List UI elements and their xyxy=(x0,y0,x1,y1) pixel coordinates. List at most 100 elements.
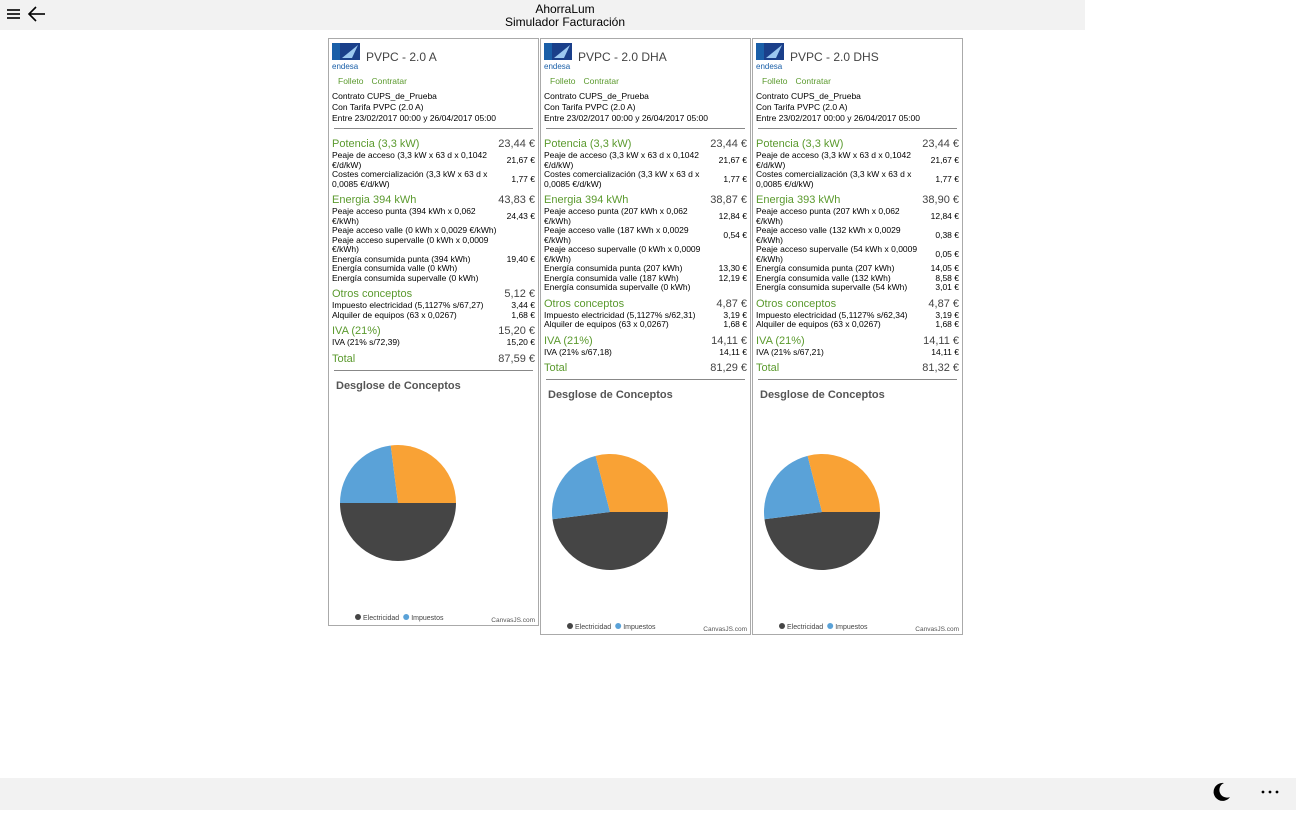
item-label: Costes comercialización (3,3 kW x 63 d x… xyxy=(332,169,488,189)
section-amount: 4,87 € xyxy=(928,297,959,310)
chart-credit: CanvasJS.com xyxy=(915,626,959,633)
item-amount: 14,11 € xyxy=(719,346,747,357)
item-amount: 19,40 € xyxy=(506,253,535,264)
item-amount: 1,77 € xyxy=(511,173,535,184)
link[interactable]: Contratar xyxy=(795,76,831,86)
logo-ray xyxy=(554,45,570,58)
logo-e xyxy=(544,43,552,60)
line-item: Impuesto electricidad (5,1127% s/62,31) 3… xyxy=(544,309,747,321)
line-item: Costes comercialización (3,3 kW x 63 d x… xyxy=(756,169,959,189)
line-item: IVA (21% s/67,21) 14,11 € xyxy=(756,347,959,358)
item-amount: 14,05 € xyxy=(930,263,959,273)
total-label: Total xyxy=(544,362,568,374)
section: IVA (21%) 15,20 € IVA (21% s/72,39) 15,20 € xyxy=(332,324,535,348)
section-header: Energia 394 kWh 43,83 € xyxy=(332,193,535,207)
line-item: Peaje acceso punta (207 kWh x 0,062 €/kW… xyxy=(544,206,747,226)
total-label: Total xyxy=(756,362,780,374)
item-amount: 1,77 € xyxy=(723,173,747,184)
nav-icons[interactable] xyxy=(0,0,50,30)
section-amount: 23,44 € xyxy=(498,138,535,150)
total: Total 81,29 € xyxy=(544,361,747,375)
section: Otros conceptos 4,87 € Impuesto electricid… xyxy=(756,297,959,330)
section-header: Energia 394 kWh 38,87 € xyxy=(544,193,747,207)
chart-title: Desglose de Conceptos xyxy=(336,380,461,392)
section-header: Potencia (3,3 kW) 23,44 € xyxy=(332,137,535,151)
section-header: IVA (21%) 15,20 € xyxy=(332,324,535,338)
line-item: Energía consumida valle (132 kWh) 8,58 € xyxy=(756,272,959,284)
app-bar xyxy=(0,778,1296,810)
cards: endesa PVPC - 2.0 A Folleto Contratar Contra… xyxy=(328,38,964,635)
section: IVA (21%) 14,11 € IVA (21% s/67,21) 14,11 € xyxy=(756,334,959,358)
link[interactable]: Contratar xyxy=(371,76,407,86)
chart-title: Desglose de Conceptos xyxy=(760,389,885,401)
logo-mark xyxy=(332,43,360,60)
card-header: endesa PVPC - 2.0 DHA xyxy=(544,42,747,72)
app-bar-icons[interactable] xyxy=(0,778,1296,810)
item-label: IVA (21% s/67,18) xyxy=(544,346,612,357)
legend-label: Impuestos xyxy=(411,615,444,622)
divider xyxy=(334,369,533,371)
item-label: Energía consumida valle (187 kWh) xyxy=(544,272,679,283)
item-amount: 3,01 € xyxy=(935,282,959,292)
link[interactable]: Folleto xyxy=(338,76,364,86)
contract-line: Con Tarifa PVPC (2.0 A) xyxy=(756,102,848,112)
links: Folleto Contratar xyxy=(338,74,535,88)
item-amount: 21,67 € xyxy=(718,154,747,165)
section-name: Potencia (3,3 kW) xyxy=(544,138,632,150)
item-amount: 1,77 € xyxy=(935,173,959,184)
section-header: Energia 393 kWh 38,90 € xyxy=(756,193,959,207)
pie-chart: Desglose de Conceptos Electricidad Impuest… xyxy=(336,380,535,624)
item-label: Alquiler de equipos (63 x 0,0267) xyxy=(544,319,669,329)
contract-line: Contrato CUPS_de_Prueba xyxy=(332,91,437,101)
line-item: Alquiler de equipos (63 x 0,0267) 1,68 € xyxy=(544,319,747,330)
item-amount: 15,20 € xyxy=(506,337,535,347)
item-label: Energía consumida punta (207 kWh) xyxy=(756,263,895,273)
section-amount: 14,11 € xyxy=(711,334,747,347)
line-item: Costes comercialización (3,3 kW x 63 d x… xyxy=(544,169,747,189)
item-label: Peaje acceso valle (0 kWh x 0,0029 €/kWh… xyxy=(332,225,497,235)
item-label: Peaje de acceso (3,3 kW x 63 d x 0,1042 … xyxy=(332,150,487,170)
line-item: Energía consumida punta (207 kWh) 13,30 € xyxy=(544,263,747,274)
contract-line: Contrato CUPS_de_Prueba xyxy=(756,91,861,101)
line-item: Peaje acceso punta (207 kWh x 0,062 €/kW… xyxy=(756,206,959,226)
section-amount: 43,83 € xyxy=(498,194,535,206)
chart-title: Desglose de Conceptos xyxy=(548,389,673,401)
section-name: IVA (21%) xyxy=(756,334,805,347)
section: Energia 394 kWh 38,87 € Peaje acceso punta… xyxy=(544,193,747,293)
legend-marker xyxy=(403,613,410,620)
link[interactable]: Folleto xyxy=(762,76,788,86)
legend-marker xyxy=(779,623,785,629)
logo: endesa xyxy=(756,42,786,72)
item-label: Energía consumida supervalle (54 kWh) xyxy=(756,282,908,292)
item-amount: 3,44 € xyxy=(511,300,535,310)
item-amount: 1,68 € xyxy=(511,309,535,320)
item-label: Costes comercialización (3,3 kW x 63 d x… xyxy=(756,169,912,189)
item-label: Energía consumida valle (132 kWh) xyxy=(756,272,891,283)
link[interactable]: Folleto xyxy=(550,76,576,86)
page-title: Simulador Facturación xyxy=(504,15,626,29)
legend-label: Impuestos xyxy=(835,624,868,631)
divider xyxy=(546,128,745,129)
section: Otros conceptos 5,12 € Impuesto electricid… xyxy=(332,287,535,320)
section-header: Potencia (3,3 kW) 23,44 € xyxy=(544,137,747,151)
item-label: Impuesto electricidad (5,1127% s/62,31) xyxy=(544,309,696,320)
section-amount: 5,12 € xyxy=(504,288,535,300)
section-name: Otros conceptos xyxy=(544,297,625,310)
tariff-card: endesa PVPC - 2.0 A Folleto Contratar Contra… xyxy=(328,38,539,626)
link[interactable]: Contratar xyxy=(583,76,619,86)
logo-ray xyxy=(766,45,782,58)
total: Total 87,59 € xyxy=(332,352,535,366)
line-item: Energía consumida punta (394 kWh) 19,40 € xyxy=(332,253,535,265)
pie-chart: Desglose de Conceptos Electricidad Impuest… xyxy=(548,389,747,633)
item-amount: 12,84 € xyxy=(930,210,959,221)
title-bar: AhorraLum Simulador Facturación xyxy=(0,0,1085,30)
item-amount: 12,84 € xyxy=(718,210,747,221)
item-label: Impuesto electricidad (5,1127% s/67,27) xyxy=(332,300,484,310)
section: Energia 394 kWh 43,83 € Peaje acceso punta… xyxy=(332,193,535,283)
contract-line: Con Tarifa PVPC (2.0 A) xyxy=(332,102,424,112)
legend-marker xyxy=(567,623,573,629)
card-title: PVPC - 2.0 A xyxy=(366,50,437,64)
logo-e xyxy=(332,43,340,60)
logo-text: endesa xyxy=(756,62,783,71)
